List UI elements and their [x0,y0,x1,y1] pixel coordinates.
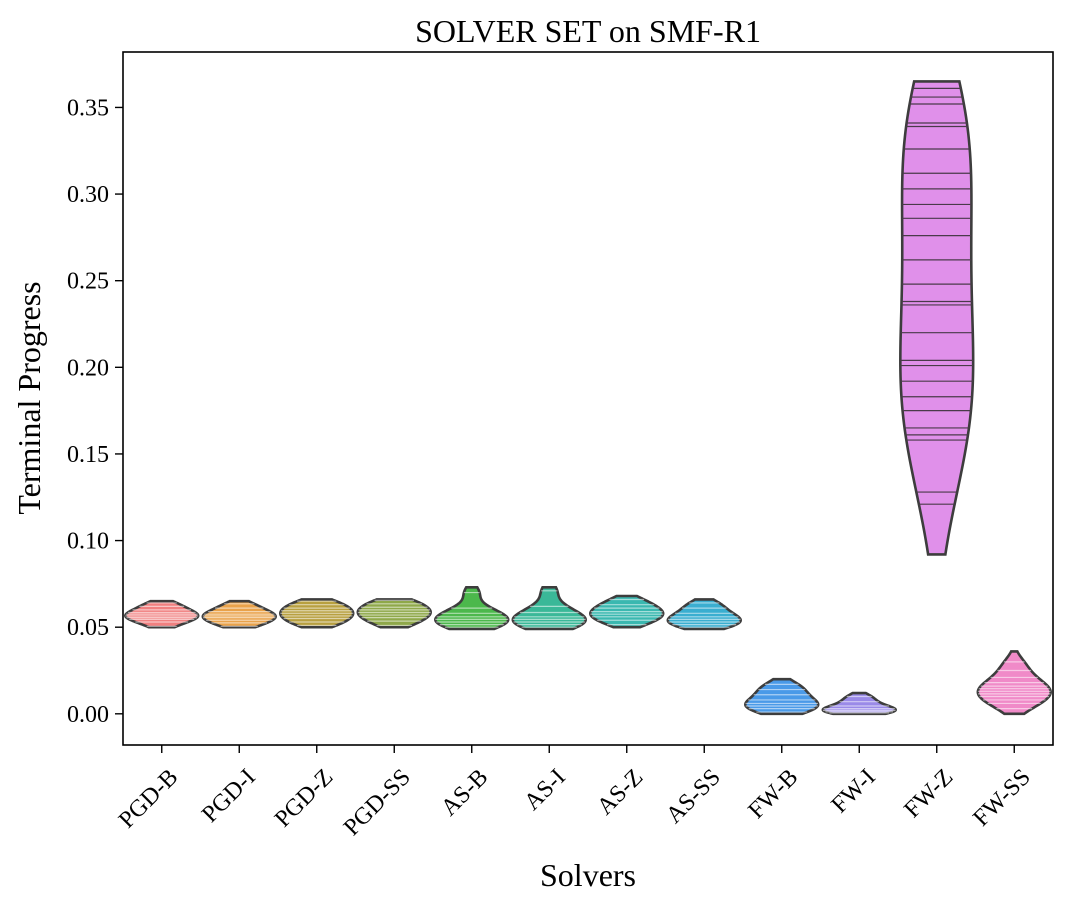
x-tick-label-fw-z: FW-Z [899,764,958,823]
y-tick-label: 0.25 [67,269,109,295]
chart-title: SOLVER SET on SMF-R1 [415,13,761,49]
x-tick-label-fw-b: FW-B [743,764,803,824]
y-axis: 0.00 0.05 0.10 0.15 0.20 0.25 0.30 0.35 [67,95,123,728]
x-tick-label-as-b: AS-B [436,764,493,821]
x-tick-label-pgd-i: PGD-I [197,764,261,828]
y-tick-label: 0.20 [67,355,109,381]
plot-frame [122,51,1054,746]
x-tick-label-as-i: AS-I [519,764,570,815]
y-tick-label: 0.10 [67,529,109,555]
x-tick-label-as-z: AS-Z [592,764,648,820]
y-tick-label: 0.35 [67,95,109,121]
y-tick-label: 0.15 [67,442,109,468]
x-axis-label: Solvers [540,857,636,893]
violin-group [124,80,1052,716]
violin-fw-z [899,80,975,556]
violin-as-i [511,586,587,631]
x-axis: PGD-B PGD-I PGD-Z PGD-SS AS-B AS-I AS-Z AS-SS FW… [114,745,1036,841]
x-tick-label-fw-i: FW-I [827,764,881,818]
x-tick-label-pgd-ss: PGD-SS [339,764,416,841]
y-axis-label: Terminal Progress [11,281,47,514]
x-tick-label-fw-ss: FW-SS [968,764,1035,831]
x-tick-label-as-ss: AS-SS [661,764,726,829]
y-tick-label: 0.30 [67,182,109,208]
y-tick-label: 0.00 [67,702,109,728]
violin-fw-b [744,677,820,716]
y-tick-label: 0.05 [67,615,109,641]
x-tick-label-pgd-z: PGD-Z [270,764,338,832]
x-tick-label-pgd-b: PGD-B [114,764,183,833]
